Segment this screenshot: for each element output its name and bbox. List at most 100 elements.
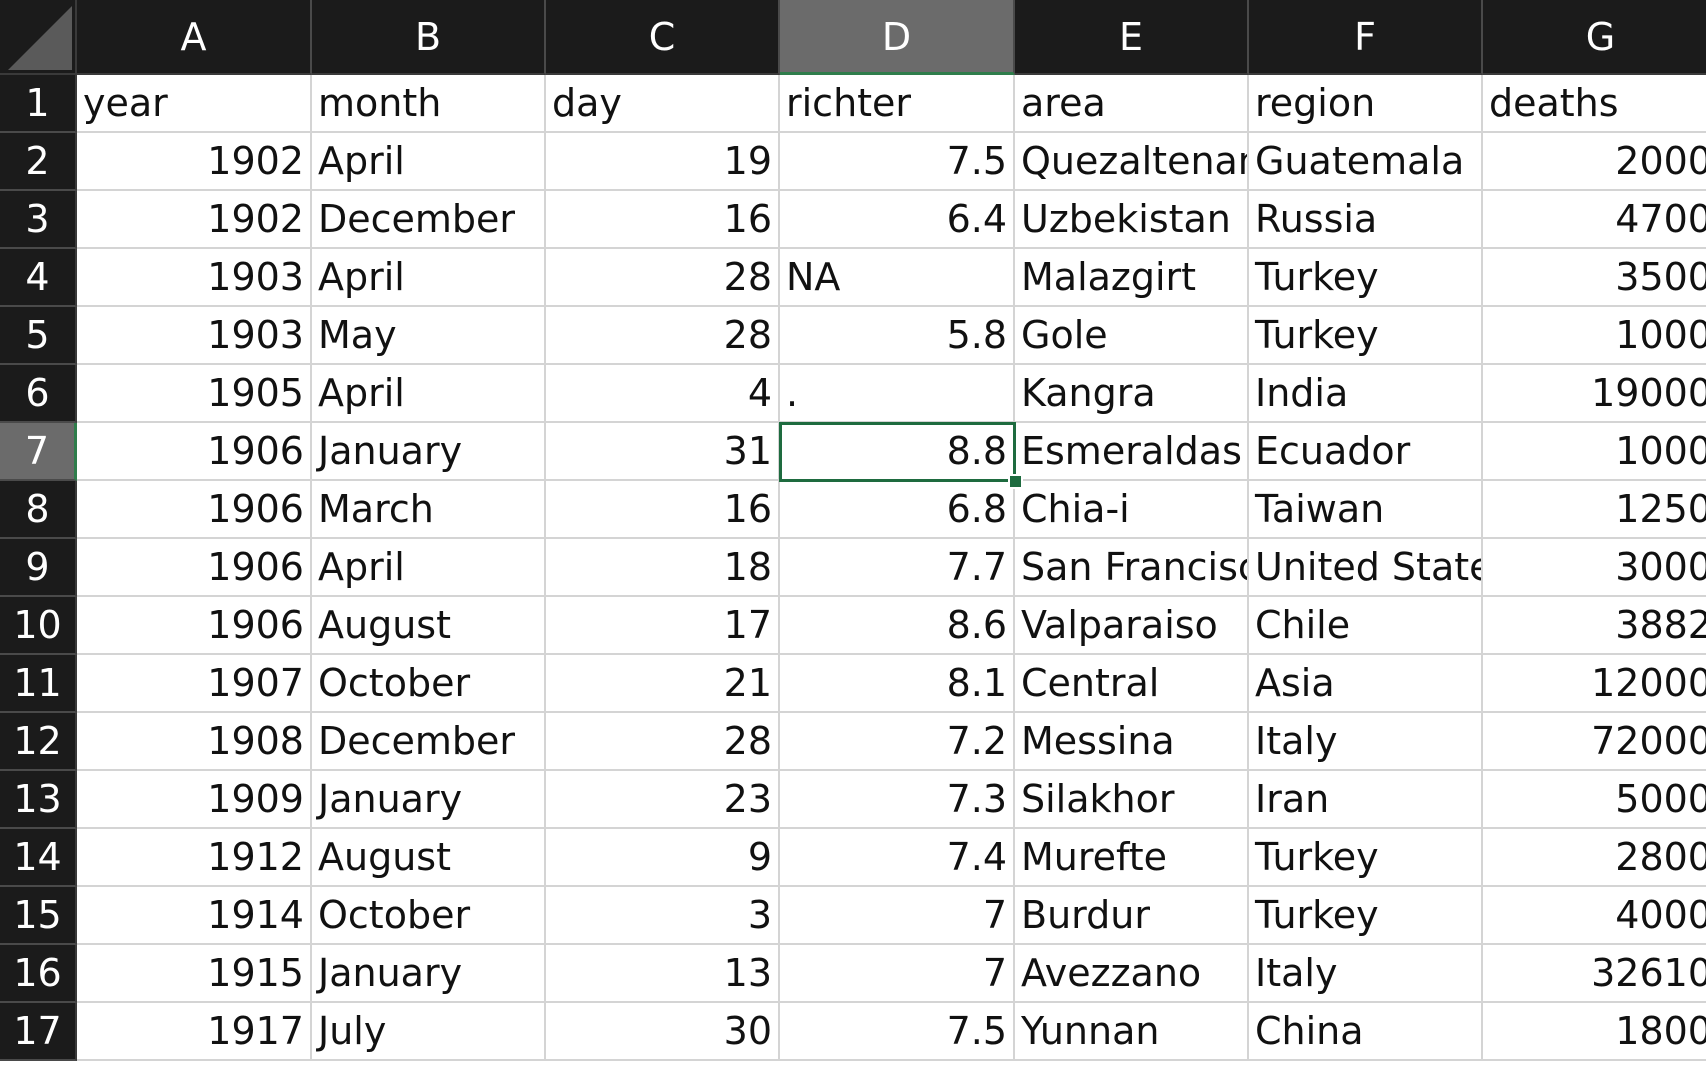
cell-d6[interactable]: .: [780, 365, 1015, 423]
cell-c17[interactable]: 30: [546, 1003, 780, 1061]
cell-a16[interactable]: 1915: [77, 945, 312, 1003]
cell-d8[interactable]: 6.8: [780, 481, 1015, 539]
cell-f17[interactable]: China: [1249, 1003, 1483, 1061]
cell-d5[interactable]: 5.8: [780, 307, 1015, 365]
row-header-2[interactable]: 2: [0, 133, 77, 191]
cell-b8[interactable]: March: [312, 481, 546, 539]
cell-b11[interactable]: October: [312, 655, 546, 713]
cell-a6[interactable]: 1905: [77, 365, 312, 423]
cell-e8[interactable]: Chia-i: [1015, 481, 1249, 539]
cell-g3[interactable]: 4700: [1483, 191, 1706, 249]
cell-e12[interactable]: Messina: [1015, 713, 1249, 771]
cell-d2[interactable]: 7.5: [780, 133, 1015, 191]
cell-d13[interactable]: 7.3: [780, 771, 1015, 829]
row-header-13[interactable]: 13: [0, 771, 77, 829]
cell-e13[interactable]: Silakhor: [1015, 771, 1249, 829]
cell-e15[interactable]: Burdur: [1015, 887, 1249, 945]
cell-a9[interactable]: 1906: [77, 539, 312, 597]
row-header-1[interactable]: 1: [0, 75, 77, 133]
cell-a7[interactable]: 1906: [77, 423, 312, 481]
cell-f1[interactable]: region: [1249, 75, 1483, 133]
cell-d16[interactable]: 7: [780, 945, 1015, 1003]
column-header-b[interactable]: B: [312, 0, 546, 75]
cell-a4[interactable]: 1903: [77, 249, 312, 307]
row-header-10[interactable]: 10: [0, 597, 77, 655]
cell-f10[interactable]: Chile: [1249, 597, 1483, 655]
cell-f4[interactable]: Turkey: [1249, 249, 1483, 307]
cell-e6[interactable]: Kangra: [1015, 365, 1249, 423]
cell-b12[interactable]: December: [312, 713, 546, 771]
cell-b4[interactable]: April: [312, 249, 546, 307]
cell-d12[interactable]: 7.2: [780, 713, 1015, 771]
cell-g15[interactable]: 4000: [1483, 887, 1706, 945]
cell-f6[interactable]: India: [1249, 365, 1483, 423]
cell-c13[interactable]: 23: [546, 771, 780, 829]
cell-a14[interactable]: 1912: [77, 829, 312, 887]
column-header-f[interactable]: F: [1249, 0, 1483, 75]
cell-a2[interactable]: 1902: [77, 133, 312, 191]
row-header-7[interactable]: 7: [0, 423, 77, 481]
cell-b1[interactable]: month: [312, 75, 546, 133]
cell-d14[interactable]: 7.4: [780, 829, 1015, 887]
cell-a15[interactable]: 1914: [77, 887, 312, 945]
cell-g7[interactable]: 1000: [1483, 423, 1706, 481]
cell-b17[interactable]: July: [312, 1003, 546, 1061]
cell-c12[interactable]: 28: [546, 713, 780, 771]
cell-f14[interactable]: Turkey: [1249, 829, 1483, 887]
row-header-14[interactable]: 14: [0, 829, 77, 887]
cell-e17[interactable]: Yunnan: [1015, 1003, 1249, 1061]
cell-b13[interactable]: January: [312, 771, 546, 829]
cell-a12[interactable]: 1908: [77, 713, 312, 771]
cell-e11[interactable]: Central: [1015, 655, 1249, 713]
cell-e5[interactable]: Gole: [1015, 307, 1249, 365]
cell-g16[interactable]: 32610: [1483, 945, 1706, 1003]
cell-a13[interactable]: 1909: [77, 771, 312, 829]
cell-c4[interactable]: 28: [546, 249, 780, 307]
cell-a11[interactable]: 1907: [77, 655, 312, 713]
cell-b6[interactable]: April: [312, 365, 546, 423]
cell-c8[interactable]: 16: [546, 481, 780, 539]
row-header-17[interactable]: 17: [0, 1003, 77, 1061]
cell-f8[interactable]: Taiwan: [1249, 481, 1483, 539]
cell-b9[interactable]: April: [312, 539, 546, 597]
cell-f16[interactable]: Italy: [1249, 945, 1483, 1003]
row-header-11[interactable]: 11: [0, 655, 77, 713]
row-header-8[interactable]: 8: [0, 481, 77, 539]
cell-a17[interactable]: 1917: [77, 1003, 312, 1061]
cell-c3[interactable]: 16: [546, 191, 780, 249]
cell-c15[interactable]: 3: [546, 887, 780, 945]
cell-e2[interactable]: Quezaltenango: [1015, 133, 1249, 191]
cell-c5[interactable]: 28: [546, 307, 780, 365]
cell-f5[interactable]: Turkey: [1249, 307, 1483, 365]
row-header-15[interactable]: 15: [0, 887, 77, 945]
cell-g2[interactable]: 2000: [1483, 133, 1706, 191]
cell-a3[interactable]: 1902: [77, 191, 312, 249]
row-header-5[interactable]: 5: [0, 307, 77, 365]
cell-b15[interactable]: October: [312, 887, 546, 945]
row-header-4[interactable]: 4: [0, 249, 77, 307]
cell-c14[interactable]: 9: [546, 829, 780, 887]
cell-c7[interactable]: 31: [546, 423, 780, 481]
column-header-c[interactable]: C: [546, 0, 780, 75]
cell-d10[interactable]: 8.6: [780, 597, 1015, 655]
cell-b2[interactable]: April: [312, 133, 546, 191]
cell-b10[interactable]: August: [312, 597, 546, 655]
cell-g5[interactable]: 1000: [1483, 307, 1706, 365]
row-header-12[interactable]: 12: [0, 713, 77, 771]
cell-f2[interactable]: Guatemala: [1249, 133, 1483, 191]
cell-c2[interactable]: 19: [546, 133, 780, 191]
cell-e16[interactable]: Avezzano: [1015, 945, 1249, 1003]
cell-g8[interactable]: 1250: [1483, 481, 1706, 539]
column-header-a[interactable]: A: [77, 0, 312, 75]
cell-d1[interactable]: richter: [780, 75, 1015, 133]
cell-g1[interactable]: deaths: [1483, 75, 1706, 133]
cell-b5[interactable]: May: [312, 307, 546, 365]
cell-a8[interactable]: 1906: [77, 481, 312, 539]
cell-d7[interactable]: 8.8: [780, 423, 1015, 481]
cell-a1[interactable]: year: [77, 75, 312, 133]
cell-g4[interactable]: 3500: [1483, 249, 1706, 307]
select-all-button[interactable]: [0, 0, 77, 75]
cell-c10[interactable]: 17: [546, 597, 780, 655]
cell-a10[interactable]: 1906: [77, 597, 312, 655]
cell-e1[interactable]: area: [1015, 75, 1249, 133]
